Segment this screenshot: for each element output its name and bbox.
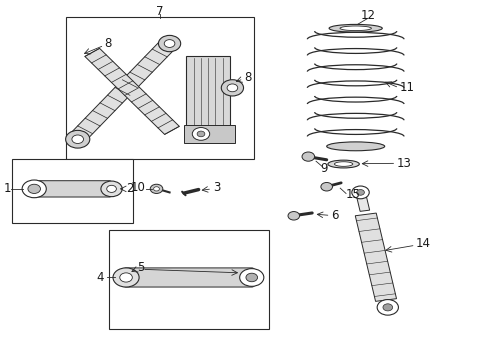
Bar [65,17,254,159]
Text: 1: 1 [4,182,11,195]
Circle shape [158,35,180,52]
Polygon shape [355,192,369,211]
Polygon shape [85,48,179,134]
FancyBboxPatch shape [186,56,229,134]
Circle shape [150,184,163,193]
Text: 8: 8 [244,71,251,84]
Circle shape [245,273,257,282]
Ellipse shape [327,160,359,168]
Circle shape [192,127,209,140]
Ellipse shape [334,162,352,166]
Text: 6: 6 [331,209,338,222]
Circle shape [226,84,237,92]
FancyBboxPatch shape [123,268,254,287]
Text: 9: 9 [320,162,327,175]
Circle shape [65,130,90,148]
Bar [109,230,268,329]
Text: 3: 3 [213,181,220,194]
Circle shape [113,268,139,287]
Text: 2: 2 [126,182,133,195]
Text: 10: 10 [130,181,145,194]
FancyBboxPatch shape [32,181,111,197]
Ellipse shape [328,24,382,32]
Circle shape [197,131,204,137]
Circle shape [376,300,398,315]
Circle shape [382,304,392,311]
Circle shape [351,186,368,199]
Text: 11: 11 [398,81,413,94]
Ellipse shape [339,26,371,31]
Circle shape [22,180,46,198]
Text: 12: 12 [360,9,374,22]
Circle shape [153,187,159,191]
Polygon shape [183,125,234,143]
Text: 5: 5 [137,261,144,274]
Circle shape [72,135,83,144]
Circle shape [28,184,41,193]
Circle shape [101,181,122,197]
Text: 4: 4 [97,271,104,284]
Circle shape [164,40,175,48]
Polygon shape [70,41,174,141]
Text: 8: 8 [104,37,111,50]
Circle shape [106,185,116,192]
Polygon shape [355,213,396,301]
Circle shape [239,269,264,286]
Circle shape [320,183,332,191]
Text: 13: 13 [396,157,411,170]
Circle shape [221,80,243,96]
Ellipse shape [326,142,384,151]
Circle shape [356,190,364,195]
Text: 14: 14 [415,237,430,250]
Text: 7: 7 [156,5,163,18]
Bar [12,159,133,222]
Circle shape [302,152,314,161]
Circle shape [120,273,132,282]
Circle shape [287,212,299,220]
Text: 15: 15 [346,188,360,201]
